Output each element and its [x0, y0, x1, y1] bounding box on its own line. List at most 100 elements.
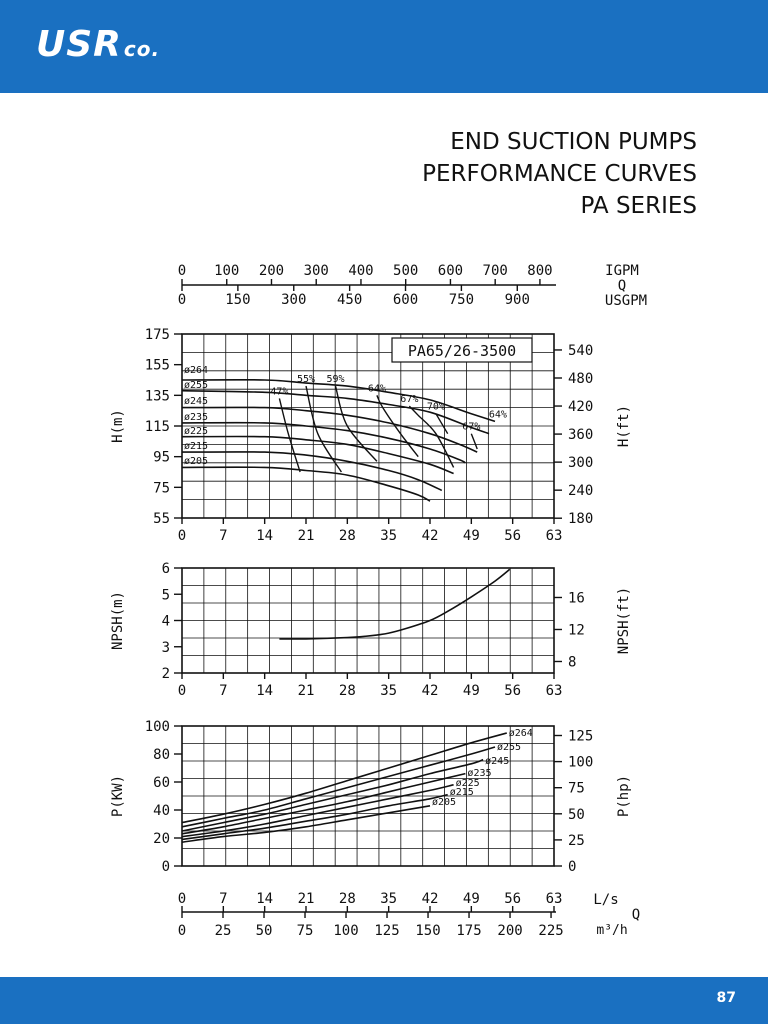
efficiency-label: 67% — [462, 422, 480, 433]
efficiency-curve — [435, 413, 449, 435]
ls-tick-label: 49 — [463, 891, 480, 907]
model-box — [391, 337, 533, 363]
series-curve — [181, 805, 431, 843]
ls-tick-label: 42 — [422, 891, 439, 907]
y-right-tick-label: 16 — [568, 590, 585, 606]
y-tick-label: 0 — [162, 859, 170, 875]
igpm-tick-label: 800 — [527, 263, 552, 279]
x-tick-label: 49 — [463, 683, 480, 699]
page-title: END SUCTION PUMPS PERFORMANCE CURVES PA … — [422, 126, 697, 222]
y-right-tick-label: 420 — [568, 399, 593, 415]
series-curve — [181, 378, 496, 423]
x-tick-label: 21 — [298, 683, 315, 699]
x-tick-label: 35 — [380, 683, 397, 699]
m3h-tick-label: 50 — [256, 923, 273, 939]
y-right-tick-label: 12 — [568, 622, 585, 638]
x-tick-label: 14 — [256, 528, 273, 544]
series-curve — [181, 466, 431, 502]
series-curve — [181, 406, 478, 453]
y-tick-label: 2 — [162, 666, 170, 682]
y-tick-label: 100 — [145, 719, 170, 735]
y-right-tick-label: 300 — [568, 455, 593, 471]
x-tick-label: 28 — [339, 528, 356, 544]
usgpm-tick-label: 600 — [393, 292, 418, 308]
x-tick-label: 56 — [504, 683, 521, 699]
plot-frame — [181, 725, 555, 867]
efficiency-label: 64% — [489, 409, 507, 420]
x-tick-label: 0 — [178, 528, 186, 544]
power-diameter-label: ø205 — [432, 797, 456, 808]
y-tick-label: 115 — [145, 419, 170, 435]
x-tick-label: 7 — [219, 528, 227, 544]
power-diameter-label: ø225 — [456, 778, 480, 789]
y-tick-label: 175 — [145, 327, 170, 343]
series-curve — [181, 421, 466, 464]
efficiency-curve — [278, 398, 301, 473]
ls-label: L/s — [593, 892, 618, 908]
efficiency-curve — [334, 385, 378, 462]
y-right-tick-label: 180 — [568, 511, 593, 527]
series-curve — [181, 793, 448, 841]
y-right-axis-title: NPSH(ft) — [616, 587, 632, 654]
y-right-tick-label: 360 — [568, 427, 593, 443]
y-right-axis-title: P(hp) — [616, 775, 632, 817]
ls-tick-label: 28 — [339, 891, 356, 907]
title-line-1: END SUCTION PUMPS — [450, 129, 697, 155]
m3h-tick-label: 100 — [333, 923, 358, 939]
y-right-tick-label: 25 — [568, 833, 585, 849]
diameter-label: ø225 — [184, 426, 208, 437]
series-curve — [181, 758, 484, 832]
y-axis-title: P(KW) — [110, 775, 126, 817]
m3h-tick-label: 25 — [215, 923, 232, 939]
y-right-tick-label: 50 — [568, 807, 585, 823]
efficiency-label: 64% — [368, 383, 386, 394]
igpm-tick-label: 500 — [393, 263, 418, 279]
series-curve — [181, 732, 508, 824]
power-diameter-label: ø235 — [467, 768, 491, 779]
efficiency-label: 47% — [270, 386, 288, 397]
x-tick-label: 35 — [380, 528, 397, 544]
x-tick-label: 28 — [339, 683, 356, 699]
y-right-tick-label: 240 — [568, 483, 593, 499]
diameter-label: ø205 — [184, 456, 208, 467]
m3h-tick-label: 200 — [497, 923, 522, 939]
diameter-label: ø215 — [184, 441, 208, 452]
m3h-tick-label: 125 — [374, 923, 399, 939]
m3h-tick-label: 0 — [178, 923, 186, 939]
igpm-tick-label: 400 — [348, 263, 373, 279]
y-tick-label: 6 — [162, 561, 170, 577]
ls-tick-label: 56 — [504, 891, 521, 907]
efficiency-curve — [376, 395, 419, 458]
m3h-label: m³/h — [596, 923, 627, 938]
y-tick-label: 60 — [153, 775, 170, 791]
y-right-tick-label: 75 — [568, 781, 585, 797]
title-line-2: PERFORMANCE CURVES — [422, 161, 697, 187]
diameter-label: ø255 — [184, 380, 208, 391]
igpm-tick-label: 700 — [483, 263, 508, 279]
m3h-tick-label: 225 — [538, 923, 563, 939]
efficiency-label: 67% — [400, 394, 418, 405]
series-curve — [181, 389, 490, 435]
efficiency-curve — [305, 385, 342, 473]
ls-tick-label: 63 — [546, 891, 563, 907]
x-tick-label: 0 — [178, 683, 186, 699]
power-diameter-label: ø245 — [485, 756, 509, 767]
igpm-tick-label: 0 — [178, 263, 186, 279]
y-right-axis-title: H(ft) — [616, 405, 632, 447]
igpm-tick-label: 100 — [214, 263, 239, 279]
usgpm-label: USGPM — [605, 293, 647, 309]
y-right-tick-label: 0 — [568, 859, 576, 875]
series-curve — [181, 435, 454, 475]
efficiency-label: 70% — [427, 402, 445, 413]
footer-bar — [0, 977, 768, 1024]
ls-tick-label: 0 — [178, 891, 186, 907]
x-tick-label: 21 — [298, 528, 315, 544]
usgpm-tick-label: 150 — [225, 292, 250, 308]
bottom-q-label: Q — [632, 907, 640, 923]
x-tick-label: 63 — [546, 528, 563, 544]
y-tick-label: 55 — [153, 511, 170, 527]
diameter-label: ø235 — [184, 412, 208, 423]
series-curve — [181, 772, 466, 835]
diameter-label: ø264 — [184, 365, 208, 376]
